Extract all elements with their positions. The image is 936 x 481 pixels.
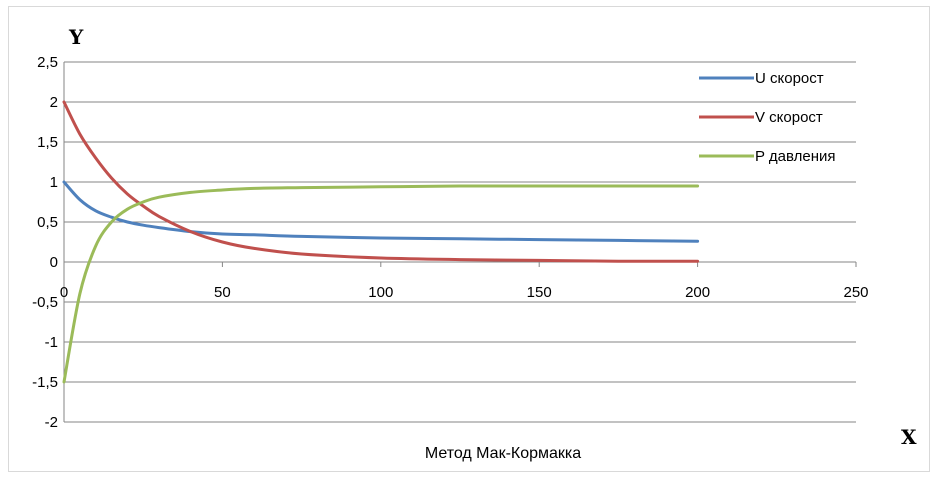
legend-label: P давления — [755, 148, 836, 165]
y-tick-label: -1 — [45, 334, 58, 351]
y-tick-label: 2 — [50, 94, 58, 111]
legend-label: U скорост — [755, 70, 824, 87]
y-tick-labels: 2,5 2 1,5 1 0,5 0 -0,5 -1 -1,5 -2 — [32, 54, 58, 431]
axes — [63, 62, 857, 422]
y-tick-label: 2,5 — [37, 54, 58, 71]
x-tick-labels: 0 50 100 150 200 250 — [60, 284, 869, 301]
chart-frame: 2,5 2 1,5 1 0,5 0 -0,5 -1 -1,5 -2 0 50 100 150 200 250… — [8, 6, 930, 472]
y-axis-label: Y — [68, 25, 84, 49]
x-axis-label: X — [901, 425, 917, 449]
y-tick-label: -2 — [45, 414, 58, 431]
x-tick-label: 0 — [60, 284, 68, 301]
y-tick-label: -1,5 — [32, 374, 58, 391]
y-tick-label: 1,5 — [37, 134, 58, 151]
chart-caption: Метод Мак-Кормакка — [425, 445, 581, 462]
x-tick-label: 50 — [214, 284, 231, 301]
y-tick-label: -0,5 — [32, 294, 58, 311]
series-line-3 — [62, 184, 700, 384]
series-lines — [62, 100, 700, 384]
x-tick-label: 150 — [527, 284, 552, 301]
legend-label: V скорост — [755, 109, 823, 126]
series-line-2 — [62, 100, 700, 263]
series-line-1 — [62, 180, 700, 243]
x-tick-label: 200 — [685, 284, 710, 301]
y-tick-label: 0,5 — [37, 214, 58, 231]
x-tick-label: 250 — [843, 284, 868, 301]
y-tick-label: 1 — [50, 174, 58, 191]
x-tick-label: 100 — [368, 284, 393, 301]
y-tick-label: 0 — [50, 254, 58, 271]
line-chart: 2,521,510,50-0,5-1-1,5-2 0 50 100 150 200 250… — [32, 25, 917, 462]
legend: U скорост V скорост P давления — [699, 70, 836, 165]
